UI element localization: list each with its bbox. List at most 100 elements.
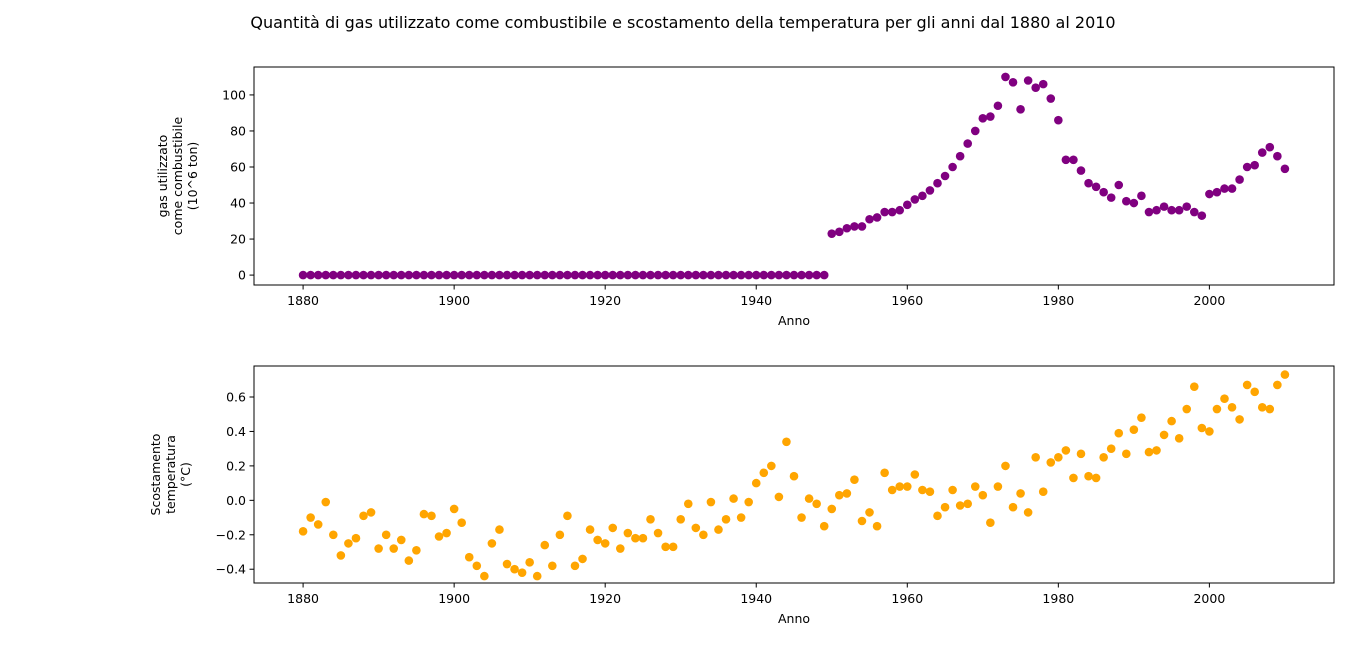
data-point [1174,434,1184,443]
y-axis-label-line: temperatura [163,435,178,514]
x-tick-label: 1940 [740,293,772,308]
data-point [517,568,527,577]
data-point [329,530,338,540]
data-point [1257,148,1267,157]
data-point [970,482,980,491]
data-point [623,270,633,280]
data-point [329,270,338,280]
y-axis-label-line: gas utilizzato [155,135,170,218]
data-point [646,514,655,524]
x-tick-label: 1920 [589,293,621,308]
data-point [1212,187,1222,197]
data-point [1242,162,1252,172]
data-point [1265,404,1275,414]
x-tick-label: 1880 [287,293,319,308]
data-point [472,561,482,571]
data-point [782,270,791,280]
data-point [1152,446,1161,455]
x-tick-label: 1960 [891,591,923,606]
data-point [457,518,466,528]
x-tick-label: 1980 [1042,293,1074,308]
data-point [714,270,723,280]
data-point [548,561,557,571]
data-point [1076,166,1086,175]
data-point [1182,404,1192,414]
y-axis-label-line: come combustibile [170,117,185,236]
data-point [1054,115,1063,125]
data-point [1001,72,1010,82]
y-axis-label-line: (10^6 ton) [185,142,200,211]
data-point [1273,151,1282,161]
data-point [502,270,512,280]
data-point [1182,202,1192,211]
data-point [1122,196,1131,206]
data-point [918,191,927,201]
data-point [631,270,640,280]
data-point [1273,380,1282,390]
data-point [691,270,701,280]
data-point [615,270,625,280]
data-point [487,270,497,280]
data-point [344,539,353,548]
data-point [948,485,957,495]
data-point [736,513,746,522]
data-point [706,270,716,280]
data-point [683,270,693,280]
data-point [1031,83,1040,93]
data-point [850,475,859,484]
y-tick-label: 0 [238,268,246,283]
data-point [857,516,867,526]
data-point [827,229,837,238]
data-point [1159,202,1169,211]
data-point [419,509,429,519]
data-point [442,270,451,280]
y-axis-label-line: (°C) [178,462,193,487]
data-point [351,533,361,543]
data-point [767,270,776,280]
data-point [986,112,995,121]
data-point [1129,425,1139,435]
x-tick-label: 1940 [740,591,772,606]
data-point [1280,164,1290,174]
x-tick-label: 1900 [438,293,470,308]
data-point [563,511,572,521]
data-point [865,508,874,517]
axes-frame [253,66,1335,286]
data-point [525,270,534,280]
y-tick-label: 80 [230,123,246,138]
data-point [1197,211,1207,220]
data-point [676,270,686,280]
y-tick-label: 0.4 [226,424,246,439]
data-point [434,270,444,280]
data-point [555,270,565,280]
data-point [548,270,557,280]
data-point [751,270,761,280]
data-point [789,471,799,481]
data-point [600,539,610,548]
data-point [842,223,852,233]
data-point [933,178,942,188]
data-point [646,270,655,280]
data-point [593,270,602,280]
data-point [1144,447,1154,457]
data-point [1189,207,1199,217]
data-point [1031,452,1040,462]
data-point [525,558,534,567]
data-point [540,270,550,280]
data-point [412,545,421,555]
data-point [1084,471,1093,481]
data-point [1061,446,1071,455]
data-point [940,502,950,512]
data-point [510,564,519,574]
data-point [638,533,648,543]
data-point [865,214,874,224]
data-point [1129,198,1139,208]
data-point [1099,187,1108,197]
data-point [933,511,942,521]
data-point [1076,449,1086,459]
data-point [1016,105,1025,114]
data-point [389,270,399,280]
y-tick-label: 100 [222,87,246,102]
data-point [1069,155,1078,165]
data-point [510,270,519,280]
